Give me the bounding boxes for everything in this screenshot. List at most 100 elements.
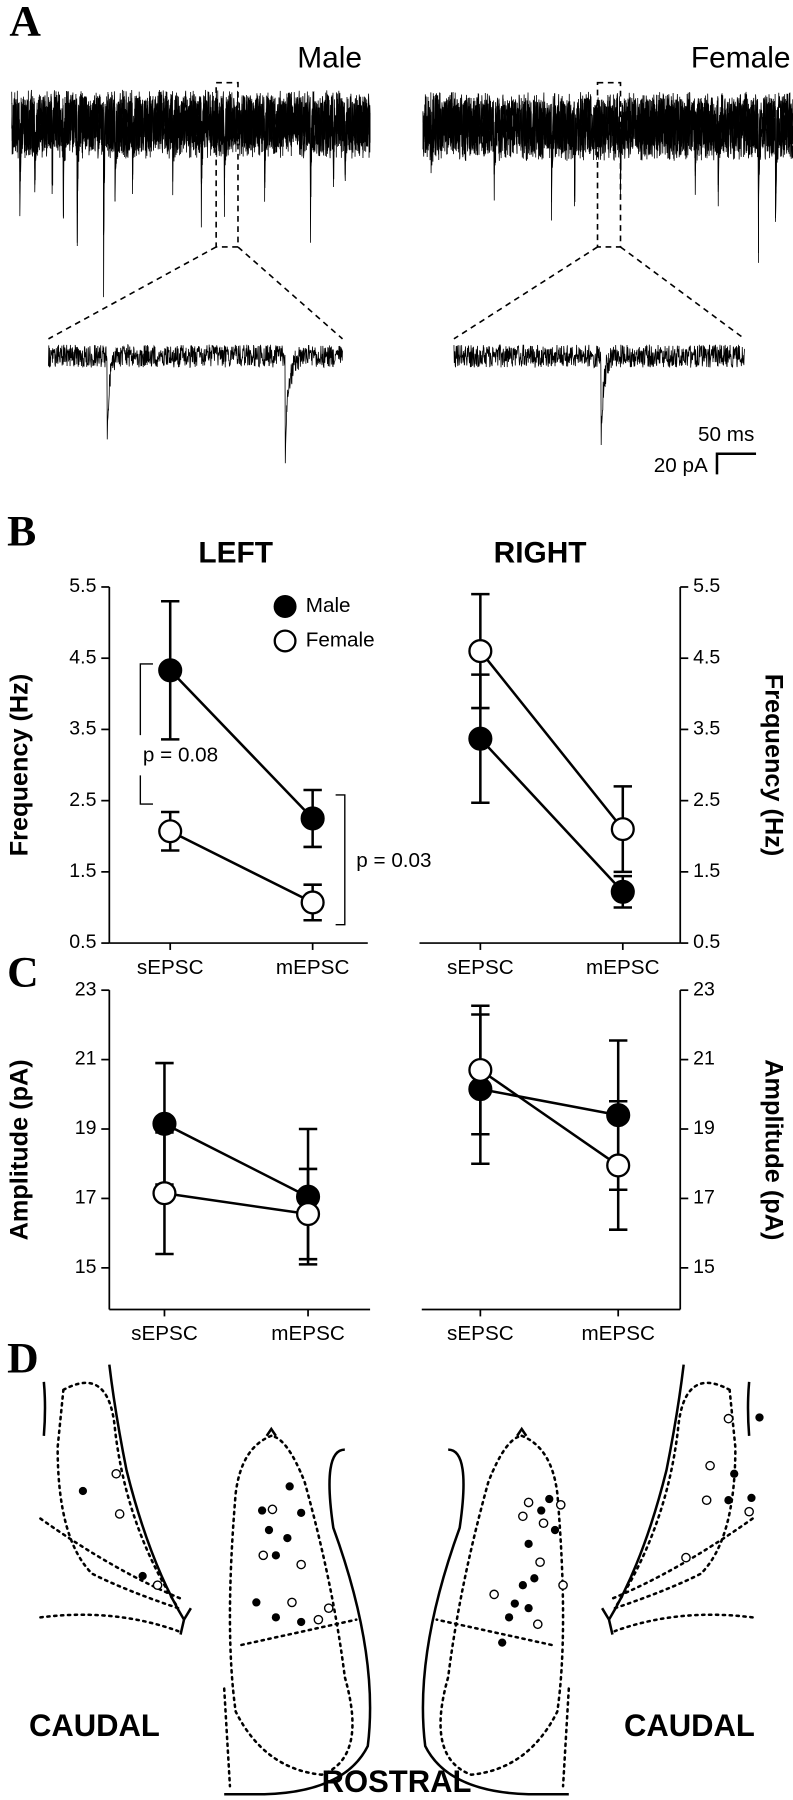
slice-mirror <box>421 1364 754 1796</box>
y-tick-label: 2.5 <box>69 789 96 811</box>
cell <box>267 1504 278 1515</box>
marker <box>606 1103 631 1128</box>
cell <box>755 1413 764 1422</box>
cell <box>747 1493 756 1503</box>
cell <box>498 1638 507 1647</box>
cell <box>271 1551 281 1560</box>
cell <box>730 1469 739 1478</box>
x-tick-label: sEPSC <box>447 956 514 979</box>
cell <box>287 1597 297 1608</box>
cell <box>518 1511 528 1522</box>
cell <box>258 1550 269 1561</box>
series-line <box>169 830 314 904</box>
cell <box>297 1617 306 1627</box>
cell <box>681 1552 691 1563</box>
scale-bar <box>715 452 757 475</box>
y-axis-label: Frequency (Hz) <box>759 674 787 857</box>
x-tick-label: mEPSC <box>586 956 660 979</box>
y-tick-label: 5.5 <box>693 575 720 597</box>
cell-locations <box>78 1413 764 1647</box>
cell <box>538 1518 549 1528</box>
cell <box>257 1506 267 1515</box>
x-tick-label: mEPSC <box>276 956 350 979</box>
marker <box>295 1201 321 1227</box>
y-tick-label: 0.5 <box>69 931 96 953</box>
y-tick-label: 15 <box>75 1256 97 1278</box>
panel-label: D <box>7 1334 39 1382</box>
cell <box>724 1496 733 1505</box>
scale-label: 50 ms <box>698 423 754 446</box>
cell <box>530 1574 539 1583</box>
y-tick-label: 4.5 <box>69 646 96 668</box>
series-line <box>163 1122 309 1198</box>
trace <box>11 89 371 243</box>
cell <box>114 1509 125 1519</box>
y-axis-label: Amplitude (pA) <box>759 1059 787 1240</box>
series-line <box>479 737 624 893</box>
zoom-guides <box>48 81 746 340</box>
cell <box>152 1580 163 1591</box>
y-tick-label: 5.5 <box>69 575 96 597</box>
marker <box>610 879 635 904</box>
cell <box>510 1599 519 1608</box>
marker <box>610 817 635 842</box>
cell <box>504 1613 514 1622</box>
cell <box>489 1589 499 1600</box>
marker <box>158 658 183 683</box>
x-tick-label: sEPSC <box>447 1322 514 1345</box>
y-tick-label: 19 <box>75 1117 97 1139</box>
cell <box>558 1580 568 1591</box>
cell <box>297 1508 306 1517</box>
series-line <box>164 1191 309 1216</box>
panel-label: B <box>7 507 36 555</box>
y-tick-label: 19 <box>693 1117 715 1139</box>
cell <box>518 1581 527 1590</box>
marker <box>152 1181 177 1206</box>
y-tick-label: 15 <box>693 1256 715 1278</box>
x-tick-label: mEPSC <box>271 1322 345 1345</box>
y-tick-label: 1.5 <box>69 860 96 882</box>
region-label: ROSTRAL <box>322 1764 472 1799</box>
y-tick-label: 17 <box>75 1187 97 1209</box>
series-line <box>480 1087 619 1117</box>
y-tick-label: 3.5 <box>693 718 720 740</box>
y-tick-label: 23 <box>75 978 97 1000</box>
panel-label: C <box>7 948 39 996</box>
y-axis-label: Frequency (Hz) <box>6 674 34 856</box>
panel-label: A <box>9 0 41 45</box>
cell <box>111 1468 122 1479</box>
series-line <box>479 1068 619 1167</box>
cell <box>524 1604 533 1613</box>
cell <box>524 1539 533 1548</box>
cell <box>78 1486 88 1496</box>
y-tick-label: 21 <box>693 1048 715 1070</box>
cell <box>323 1603 334 1613</box>
legend-label: Male <box>306 594 351 617</box>
cell <box>264 1525 274 1535</box>
cell <box>555 1499 566 1510</box>
cell <box>701 1495 712 1506</box>
legend-marker <box>273 595 297 618</box>
marker <box>606 1153 631 1178</box>
cell <box>545 1494 554 1504</box>
cell <box>138 1571 147 1581</box>
chart-title: RIGHT <box>494 537 587 570</box>
y-tick-label: 21 <box>75 1048 97 1070</box>
bracket <box>335 794 346 926</box>
traces <box>11 89 793 464</box>
chart-title: LEFT <box>198 537 273 570</box>
cell <box>535 1557 545 1568</box>
marker <box>300 806 325 831</box>
x-tick-label: sEPSC <box>137 956 204 979</box>
cell <box>550 1525 560 1535</box>
legend-label: Female <box>306 628 375 651</box>
annotation: p = 0.08 <box>143 743 218 766</box>
cell <box>537 1506 546 1515</box>
cell <box>271 1613 281 1622</box>
x-tick-label: mEPSC <box>581 1322 655 1345</box>
annotation: p = 0.03 <box>356 849 431 872</box>
trace <box>422 91 793 222</box>
trace-label: Male <box>297 42 362 75</box>
y-axis-label: Amplitude (pA) <box>6 1059 34 1240</box>
